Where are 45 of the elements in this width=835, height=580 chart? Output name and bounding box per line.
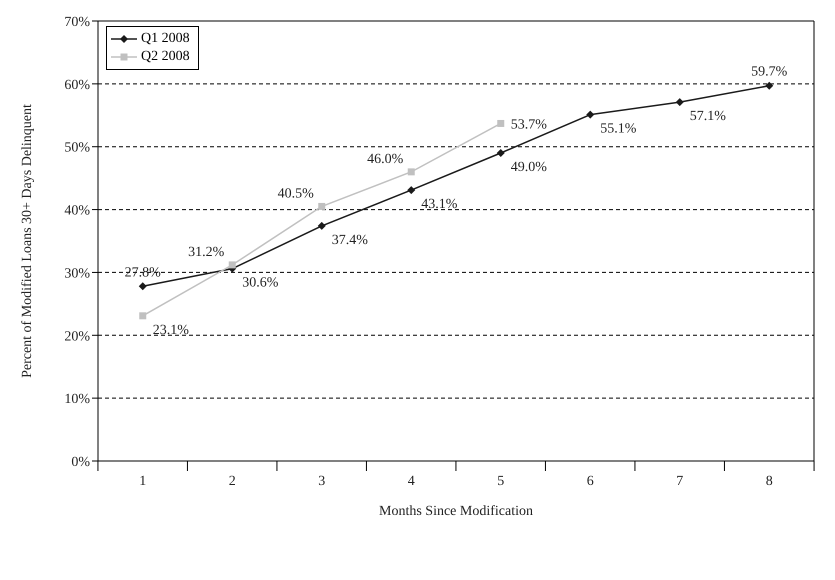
point bbox=[497, 120, 504, 127]
y-tick-label: 70% bbox=[64, 14, 90, 30]
data-label: 55.1% bbox=[600, 122, 637, 137]
y-tick-label: 10% bbox=[64, 392, 90, 408]
y-tick-label: 20% bbox=[64, 329, 90, 344]
y-tick-label: 30% bbox=[64, 266, 90, 282]
legend-label: Q2 2008 bbox=[141, 49, 190, 65]
point bbox=[408, 168, 415, 176]
data-label: 49.0% bbox=[510, 160, 548, 175]
data-label: 31.2% bbox=[188, 244, 225, 260]
x-tick-label: 4 bbox=[408, 474, 415, 489]
y-axis-title: Percent of Modified Loans 30+ Days Delinquent bbox=[20, 104, 35, 378]
point bbox=[228, 261, 236, 268]
data-label: 37.4% bbox=[332, 232, 368, 248]
point bbox=[676, 98, 684, 106]
x-tick-label: 6 bbox=[586, 474, 594, 489]
data-label: 59.7% bbox=[751, 64, 788, 80]
legend-label: Q1 2008 bbox=[141, 31, 190, 47]
x-tick-label: 7 bbox=[676, 474, 684, 489]
point bbox=[586, 110, 594, 119]
data-label: 57.1% bbox=[690, 109, 726, 124]
data-label: 27.8% bbox=[124, 265, 162, 280]
data-label: 43.1% bbox=[421, 197, 458, 212]
y-tick-label: 60% bbox=[64, 78, 90, 93]
point bbox=[318, 222, 326, 230]
data-label: 40.5% bbox=[278, 186, 314, 202]
x-tick-label: 3 bbox=[318, 474, 326, 489]
data-label: 23.1% bbox=[152, 322, 190, 338]
x-tick-label: 1 bbox=[139, 474, 146, 489]
x-axis-title: Months Since Modification bbox=[379, 504, 533, 519]
data-label: 30.6% bbox=[242, 276, 279, 291]
point bbox=[765, 82, 774, 90]
point bbox=[139, 312, 146, 320]
data-label: 53.7% bbox=[510, 117, 548, 132]
y-tick-label: 50% bbox=[64, 140, 90, 156]
point bbox=[407, 186, 416, 194]
point bbox=[318, 202, 326, 210]
x-tick-label: 5 bbox=[497, 474, 504, 489]
point bbox=[496, 149, 505, 157]
y-tick-label: 40% bbox=[64, 204, 90, 219]
y-tick-label: 0% bbox=[71, 454, 90, 470]
point bbox=[138, 282, 147, 290]
x-tick-label: 2 bbox=[228, 474, 236, 489]
x-tick-label: 8 bbox=[766, 474, 773, 489]
data-label: 46.0% bbox=[367, 152, 404, 167]
